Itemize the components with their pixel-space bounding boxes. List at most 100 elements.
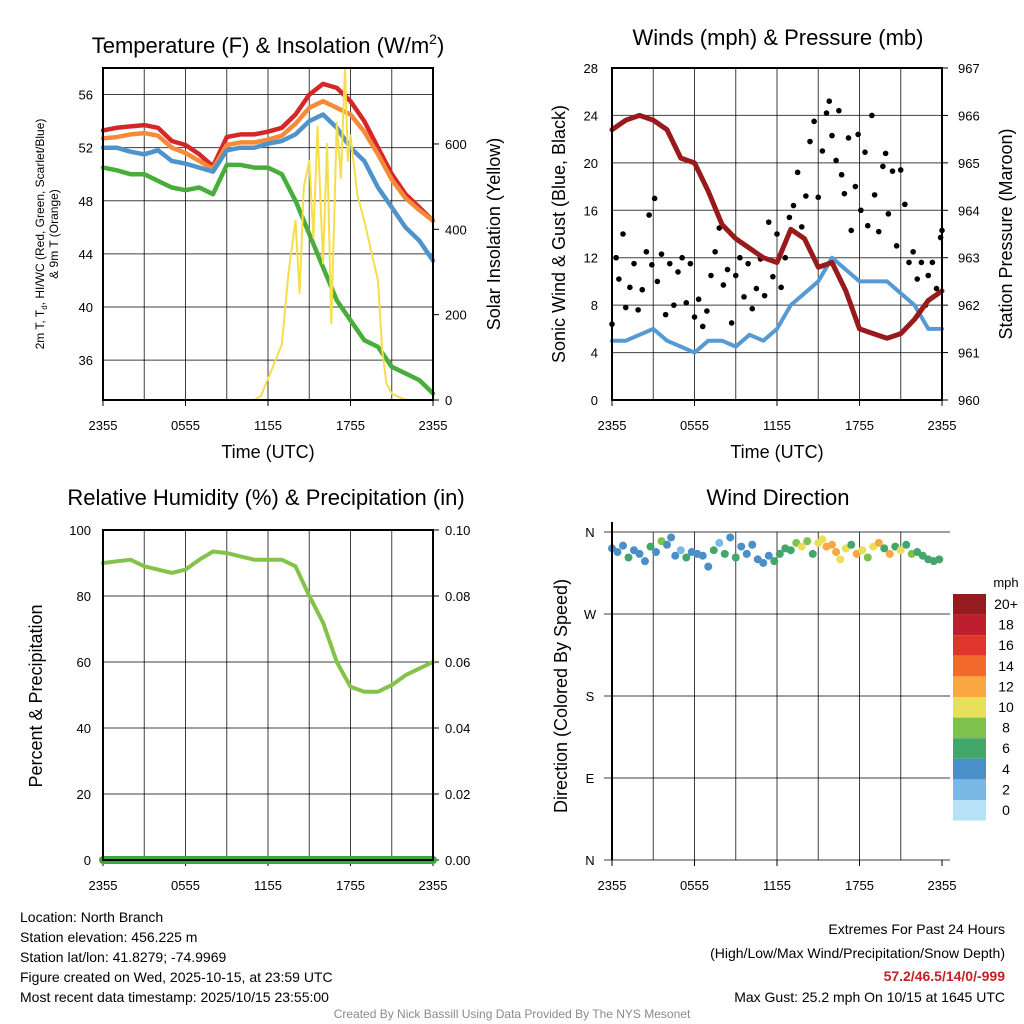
gust-point — [914, 276, 921, 282]
temp-y-label-line2: & 9m T (Orange) — [47, 189, 61, 279]
gust-point — [778, 284, 784, 291]
winds-y2-tick-label: 966 — [958, 108, 980, 123]
pressure-line — [609, 112, 945, 341]
gust-point — [819, 148, 826, 154]
direction-point — [880, 544, 889, 553]
gust-point — [691, 314, 698, 320]
gust-point — [749, 305, 756, 312]
gust-point — [753, 285, 760, 292]
gust-point — [620, 231, 626, 237]
winds-frame — [611, 67, 943, 401]
gust-point — [699, 323, 706, 330]
colorbar-swatch — [953, 738, 986, 759]
series-line-sun — [102, 67, 434, 401]
direction-point — [715, 538, 724, 547]
gust-point — [790, 202, 797, 209]
winds-y2-tick-label: 962 — [958, 298, 980, 313]
winds-chart-title: Winds (mph) & Pressure (mb) — [633, 25, 924, 50]
gust-point — [728, 320, 735, 326]
colorbar-label: 6 — [1002, 740, 1010, 756]
colorbar-label: 14 — [998, 658, 1014, 674]
gust-point — [826, 98, 833, 104]
dir-x-tick-label: 2355 — [598, 878, 627, 893]
series-line-temp — [100, 81, 436, 223]
gust-point — [858, 207, 864, 214]
direction-point — [863, 553, 872, 562]
direction-point — [808, 549, 817, 558]
gust-point — [631, 260, 637, 267]
direction-point — [748, 540, 757, 549]
colorbar-label: 0 — [1002, 802, 1010, 818]
direction-point — [902, 540, 911, 549]
winds-y-tick-label: 12 — [584, 251, 598, 266]
direction-point — [613, 548, 622, 557]
direction-point — [885, 549, 894, 558]
series-line-t9m — [100, 98, 436, 223]
gust-point — [712, 248, 718, 255]
footer-created: Figure created on Wed, 2025-10-15, at 23… — [20, 969, 333, 985]
gust-point — [902, 201, 908, 208]
temp-x-tick-label: 2355 — [419, 418, 448, 433]
gust-point — [811, 118, 817, 125]
direction-point — [652, 548, 660, 557]
winds-y-tick-label: 4 — [591, 346, 598, 361]
gust-point — [841, 190, 848, 197]
gust-point — [666, 260, 673, 267]
temp-y-tick-label: 40 — [79, 300, 93, 315]
gust-point — [770, 273, 776, 280]
gust-point — [906, 259, 912, 266]
gust-point — [875, 228, 882, 235]
plot-layer: 2355 0555 1155 1755 235536404448525602004006… — [69, 61, 1018, 893]
temp-y2-tick-label: 400 — [445, 222, 467, 237]
winds-x-tick-label: 0555 — [680, 418, 709, 433]
gust-point — [807, 138, 813, 145]
temp-x-tick-label: 1155 — [254, 418, 282, 433]
colorbar-swatch — [953, 800, 986, 821]
rh-y-tick-label: 100 — [69, 523, 91, 538]
gust-point — [649, 262, 655, 268]
dir-x-tick-label: 1755 — [845, 878, 874, 893]
footer-latlon: Station lat/lon: 41.8279; -74.9969 — [20, 949, 226, 965]
gust-point — [613, 254, 619, 261]
gust-point — [929, 259, 936, 266]
direction-point — [759, 558, 768, 567]
gust-point — [829, 132, 835, 139]
direction-point — [624, 553, 633, 562]
rh-y2-tick-label: 0.04 — [445, 721, 470, 736]
dir-y-tick-label: N — [585, 853, 594, 868]
rh-y-tick-label: 80 — [77, 589, 91, 604]
gust-point — [687, 260, 694, 267]
gust-point — [671, 302, 677, 308]
direction-point — [764, 551, 773, 560]
colorbar-label: 10 — [998, 699, 1014, 715]
extremes-title: Extremes For Past 24 Hours — [828, 921, 1005, 937]
gust-point — [635, 307, 641, 313]
direction-point — [667, 533, 676, 542]
direction-point — [858, 546, 867, 555]
credit: Created By Nick Bassill Using Data Provi… — [334, 1007, 691, 1021]
dir-x-tick-label: 2355 — [928, 878, 957, 893]
gust-point — [918, 259, 925, 266]
direction-point — [709, 546, 718, 555]
gust-point — [794, 169, 801, 176]
rh-y-label: Percent & Precipitation — [26, 604, 46, 787]
direction-point — [704, 562, 713, 571]
gust-point — [864, 222, 871, 229]
gust-point — [737, 254, 743, 261]
direction-point — [797, 542, 806, 551]
colorbar-swatch — [953, 635, 986, 656]
extremes-values: 57.2/46.5/14/0/-999 — [884, 968, 1006, 984]
direction-point — [770, 557, 779, 566]
dir-y-tick-label: W — [584, 607, 597, 622]
direction-point — [726, 533, 735, 542]
rh-chart-title: Relative Humidity (%) & Precipitation (i… — [67, 485, 464, 510]
rh-x-tick-label: 1155 — [254, 878, 282, 893]
rh-x-tick-label: 0555 — [171, 878, 200, 893]
temp-x-tick-label: 0555 — [171, 418, 200, 433]
colorbar-swatch — [953, 594, 986, 615]
direction-y-label: Direction (Colored By Speed) — [551, 579, 571, 813]
direction-point — [641, 557, 649, 566]
gust-point — [782, 254, 789, 261]
direction-point — [935, 555, 944, 564]
gust-point — [774, 231, 780, 237]
